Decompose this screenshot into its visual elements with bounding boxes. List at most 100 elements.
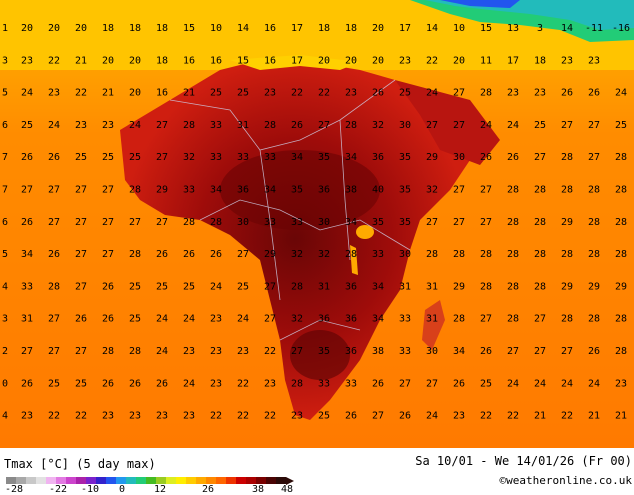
- grid-value: 18: [156, 23, 168, 34]
- grid-value: 27: [507, 346, 519, 357]
- grid-value: 28: [615, 314, 627, 325]
- grid-value: 26: [102, 314, 114, 325]
- grid-value: 31: [237, 120, 249, 131]
- grid-value: 18: [102, 23, 114, 34]
- grid-value: 24: [183, 378, 195, 389]
- grid-value: 30: [237, 217, 249, 228]
- scale-swatch: [176, 477, 186, 484]
- grid-value: 10: [453, 23, 465, 34]
- grid-value: 28: [183, 120, 195, 131]
- grid-value: 27: [426, 378, 438, 389]
- grid-value: -11: [585, 23, 603, 34]
- grid-value: 35: [291, 185, 303, 196]
- grid-value: 27: [453, 217, 465, 228]
- grid-value: 28: [507, 249, 519, 260]
- grid-value: 27: [561, 120, 573, 131]
- grid-value: 33: [210, 152, 222, 163]
- credit-link[interactable]: ©weatheronline.co.uk: [499, 474, 632, 487]
- grid-value: 33: [372, 249, 384, 260]
- grid-value: 36: [237, 185, 249, 196]
- scale-swatch: [166, 477, 176, 484]
- grid-value: 25: [156, 281, 168, 292]
- grid-value: 26: [129, 378, 141, 389]
- grid-value: 24: [183, 314, 195, 325]
- grid-value: 27: [480, 217, 492, 228]
- grid-value: 26: [102, 281, 114, 292]
- grid-value: 27: [264, 281, 276, 292]
- grid-value: 20: [102, 55, 114, 66]
- grid-value: 3: [2, 314, 8, 325]
- grid-value: 26: [453, 378, 465, 389]
- grid-value: 28: [588, 217, 600, 228]
- grid-value: 40: [372, 185, 384, 196]
- grid-value: 36: [345, 346, 357, 357]
- grid-value: 32: [291, 249, 303, 260]
- grid-value: 14: [237, 23, 249, 34]
- grid-value: 29: [588, 281, 600, 292]
- grid-value: 28: [534, 249, 546, 260]
- grid-value: 27: [426, 217, 438, 228]
- grid-value: 24: [534, 378, 546, 389]
- grid-value: 23: [75, 120, 87, 131]
- grid-value: 28: [615, 152, 627, 163]
- scale-swatch: [156, 477, 166, 484]
- scale-swatch: [96, 477, 106, 484]
- grid-value: 33: [237, 152, 249, 163]
- grid-value: 28: [210, 217, 222, 228]
- grid-value: 24: [588, 378, 600, 389]
- grid-value: 1: [2, 23, 8, 34]
- grid-value: 18: [345, 23, 357, 34]
- scale-swatch: [276, 477, 286, 484]
- grid-value: 22: [264, 346, 276, 357]
- grid-value: 28: [48, 281, 60, 292]
- grid-value: 25: [129, 314, 141, 325]
- grid-value: 28: [453, 314, 465, 325]
- grid-value: 26: [183, 249, 195, 260]
- grid-value: 18: [534, 55, 546, 66]
- grid-value: 38: [372, 346, 384, 357]
- grid-value: 26: [48, 152, 60, 163]
- grid-value: 33: [264, 217, 276, 228]
- grid-value: 23: [210, 378, 222, 389]
- grid-value: 33: [345, 378, 357, 389]
- grid-value: 28: [615, 249, 627, 260]
- grid-value: 27: [102, 249, 114, 260]
- grid-value: 21: [102, 88, 114, 99]
- grid-value: 22: [210, 411, 222, 422]
- grid-value: 24: [426, 88, 438, 99]
- grid-value: 28: [480, 281, 492, 292]
- mediterranean-sea: [230, 55, 360, 70]
- grid-value: 22: [561, 411, 573, 422]
- grid-value: 17: [507, 55, 519, 66]
- lake-victoria: [356, 225, 374, 239]
- grid-value: 14: [426, 23, 438, 34]
- grid-value: 28: [561, 314, 573, 325]
- grid-value: 26: [372, 88, 384, 99]
- grid-value: 20: [345, 55, 357, 66]
- grid-value: 26: [102, 378, 114, 389]
- grid-value: 23: [534, 88, 546, 99]
- grid-value: 27: [588, 120, 600, 131]
- grid-value: 28: [615, 185, 627, 196]
- grid-value: 34: [291, 152, 303, 163]
- grid-value: 28: [453, 249, 465, 260]
- grid-value: 28: [588, 249, 600, 260]
- scale-arrow: [286, 476, 294, 485]
- grid-value: 27: [534, 152, 546, 163]
- scale-swatch: [66, 477, 76, 484]
- grid-value: 26: [399, 411, 411, 422]
- north-europe-zone: [440, 0, 520, 8]
- grid-value: 17: [399, 23, 411, 34]
- grid-value: 22: [264, 411, 276, 422]
- grid-value: 25: [129, 281, 141, 292]
- grid-value: 23: [48, 88, 60, 99]
- grid-value: 10: [210, 23, 222, 34]
- grid-value: 18: [318, 23, 330, 34]
- grid-value: 20: [21, 23, 33, 34]
- grid-value: 22: [75, 88, 87, 99]
- grid-value: 27: [21, 185, 33, 196]
- grid-value: 27: [561, 346, 573, 357]
- grid-value: 20: [372, 23, 384, 34]
- grid-value: 25: [48, 378, 60, 389]
- grid-value: 20: [75, 23, 87, 34]
